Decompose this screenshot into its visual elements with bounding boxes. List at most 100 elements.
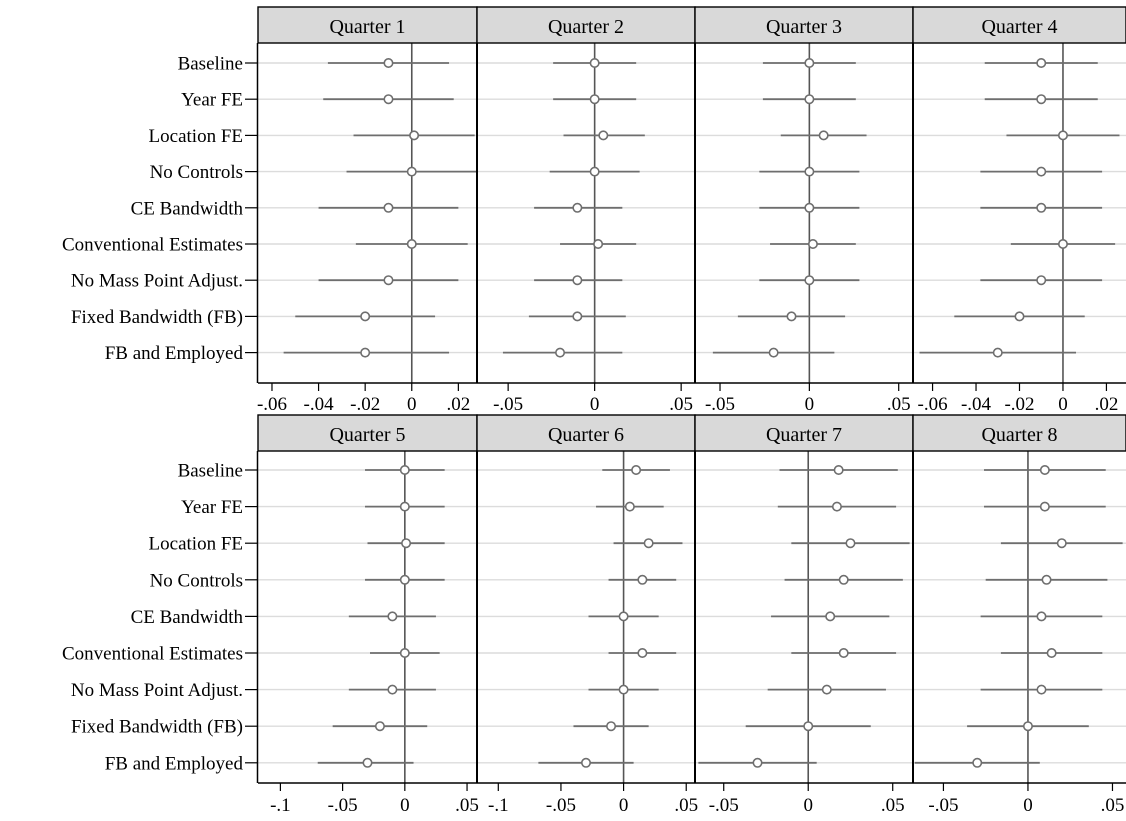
specification-label: Year FE	[181, 90, 243, 111]
point-estimate	[362, 757, 373, 768]
panel-title: Quarter 6	[548, 424, 624, 446]
x-tick-label: .05	[887, 394, 911, 415]
specification-label: CE Bandwidth	[131, 198, 244, 219]
x-tick-label: 0	[803, 795, 813, 816]
x-tick-label: -.1	[270, 795, 291, 816]
point-estimate	[807, 239, 818, 250]
point-estimate	[624, 501, 635, 512]
point-estimate	[1057, 130, 1068, 141]
specification-label: No Mass Point Adjust.	[71, 271, 243, 292]
point-estimate	[589, 94, 600, 105]
panel-title: Quarter 5	[329, 424, 405, 446]
specification-label: Conventional Estimates	[62, 644, 243, 665]
x-tick-label: 0	[805, 394, 815, 415]
point-estimate	[1046, 647, 1057, 658]
specification-label: Baseline	[178, 461, 243, 482]
specification-label: No Controls	[150, 162, 243, 183]
point-estimate	[399, 574, 410, 585]
point-estimate	[838, 647, 849, 658]
specification-label: Fixed Bandwidth (FB)	[71, 717, 243, 738]
point-estimate	[803, 721, 814, 732]
point-estimate	[360, 311, 371, 322]
point-estimate	[387, 684, 398, 695]
point-estimate	[833, 464, 844, 475]
x-tick-label: -.05	[928, 795, 958, 816]
point-estimate	[992, 347, 1003, 358]
point-estimate	[589, 57, 600, 68]
point-estimate	[1056, 538, 1067, 549]
point-estimate	[1039, 501, 1050, 512]
point-estimate	[360, 347, 371, 358]
point-estimate	[637, 574, 648, 585]
panel-title: Quarter 2	[548, 16, 624, 38]
point-estimate	[598, 130, 609, 141]
point-estimate	[383, 57, 394, 68]
x-tick-label: 0	[407, 394, 417, 415]
x-tick-label: -.05	[328, 795, 358, 816]
point-estimate	[374, 721, 385, 732]
point-estimate	[580, 757, 591, 768]
x-tick-label: -.02	[1004, 394, 1034, 415]
point-estimate	[1039, 464, 1050, 475]
specification-label: Fixed Bandwidth (FB)	[71, 307, 243, 328]
point-estimate	[1036, 166, 1047, 177]
point-estimate	[804, 166, 815, 177]
panel-strip-header	[257, 6, 478, 44]
x-tick-label: -.06	[918, 394, 948, 415]
point-estimate	[572, 275, 583, 286]
point-estimate	[845, 538, 856, 549]
point-estimate	[383, 94, 394, 105]
point-estimate	[643, 538, 654, 549]
specification-label: No Controls	[150, 570, 243, 591]
point-estimate	[399, 501, 410, 512]
panel-strip-header	[912, 414, 1126, 452]
specification-label: Location FE	[149, 126, 243, 147]
panel-frames-layer	[245, 6, 1126, 791]
point-estimates-layer	[360, 57, 1068, 768]
x-tick-label: -.05	[546, 795, 576, 816]
x-tick-label: .05	[669, 394, 693, 415]
point-estimate	[631, 464, 642, 475]
x-tick-label: .05	[674, 795, 698, 816]
x-tick-label: -.05	[493, 394, 523, 415]
point-estimate	[804, 275, 815, 286]
x-tick-label: .05	[1101, 795, 1125, 816]
point-estimate	[572, 311, 583, 322]
point-estimate	[752, 757, 763, 768]
point-estimate	[399, 464, 410, 475]
specification-label: Year FE	[181, 497, 243, 518]
point-estimate	[786, 311, 797, 322]
point-estimate	[555, 347, 566, 358]
point-estimate	[838, 574, 849, 585]
point-estimate	[1036, 57, 1047, 68]
x-tick-label: .05	[455, 795, 479, 816]
point-estimate	[409, 130, 420, 141]
panel-title: Quarter 8	[981, 424, 1057, 446]
point-estimate	[804, 94, 815, 105]
point-estimate	[1014, 311, 1025, 322]
panel-title: Quarter 7	[766, 424, 842, 446]
specification-label: Conventional Estimates	[62, 235, 243, 256]
point-estimate	[406, 239, 417, 250]
x-tick-label: 0	[400, 795, 410, 816]
point-estimate	[618, 684, 629, 695]
x-tick-label: .02	[446, 394, 470, 415]
point-estimate	[1036, 275, 1047, 286]
point-estimate	[1041, 574, 1052, 585]
point-estimate	[383, 202, 394, 213]
point-estimate	[1036, 611, 1047, 622]
x-tick-label: -.04	[961, 394, 992, 415]
point-estimate	[606, 721, 617, 732]
point-estimate	[972, 757, 983, 768]
x-tick-label: -.1	[488, 795, 509, 816]
panel-strip-header	[257, 414, 478, 452]
specification-label: CE Bandwidth	[131, 607, 244, 628]
x-tick-label: 0	[590, 394, 600, 415]
point-estimate	[572, 202, 583, 213]
specification-label: FB and Employed	[105, 753, 244, 774]
x-tick-label: -.05	[705, 394, 735, 415]
x-tick-label: .02	[1095, 394, 1119, 415]
x-tick-label: -.04	[304, 394, 335, 415]
specification-label: FB and Employed	[105, 343, 244, 364]
